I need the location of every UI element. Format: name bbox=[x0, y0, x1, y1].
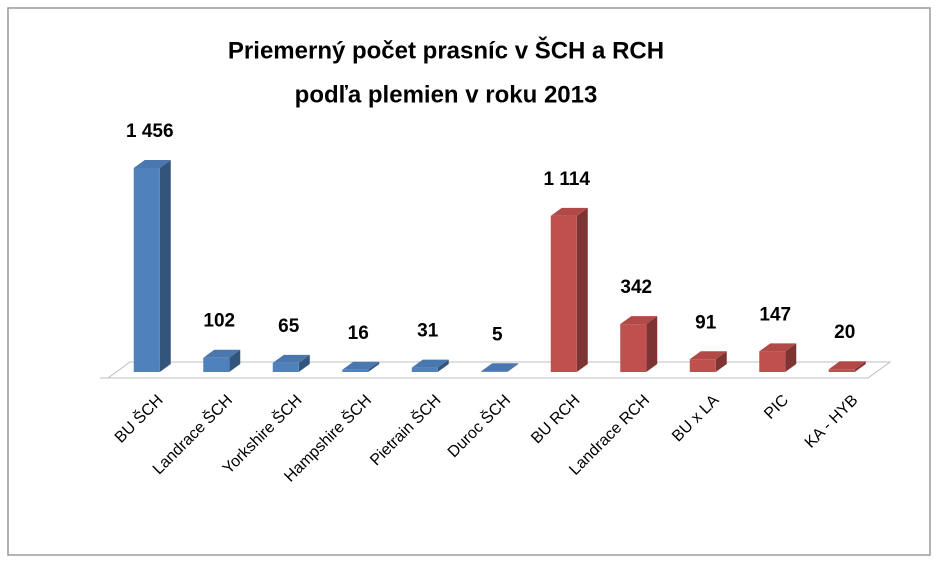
bar-top bbox=[620, 316, 658, 325]
value-label: 102 bbox=[203, 311, 235, 332]
value-label: 16 bbox=[348, 323, 369, 344]
value-label: 5 bbox=[492, 324, 503, 345]
bar-front bbox=[342, 369, 369, 372]
bar bbox=[689, 351, 727, 372]
bar-front bbox=[133, 168, 160, 372]
bar-top bbox=[550, 207, 588, 216]
value-label: 91 bbox=[695, 312, 717, 333]
bar-top bbox=[828, 361, 866, 370]
bar-side bbox=[159, 160, 171, 372]
bar bbox=[342, 361, 380, 372]
bar-side bbox=[576, 207, 588, 372]
bar-top bbox=[133, 160, 171, 168]
value-label: 31 bbox=[417, 321, 439, 342]
value-label: 342 bbox=[620, 277, 652, 298]
bar-side bbox=[507, 363, 519, 372]
bar-side bbox=[715, 351, 727, 372]
bar-front bbox=[689, 359, 716, 372]
bar-front bbox=[828, 369, 855, 372]
bar-side bbox=[646, 316, 658, 372]
bar-front bbox=[411, 367, 438, 372]
bar-top bbox=[481, 363, 519, 372]
bar-top bbox=[411, 359, 449, 368]
bar bbox=[620, 316, 658, 372]
bar-top bbox=[203, 349, 241, 358]
bar-front bbox=[481, 371, 508, 372]
bar-side bbox=[785, 343, 797, 372]
bar bbox=[133, 160, 171, 372]
bar-side bbox=[229, 349, 241, 372]
bar-top bbox=[759, 343, 797, 352]
bar-top bbox=[342, 361, 380, 370]
chart-title: Priemerný počet prasníc v ŠCH a RCH bbox=[228, 36, 664, 64]
bar bbox=[411, 359, 449, 372]
bar bbox=[550, 207, 588, 372]
chart-title: podľa plemien v roku 2013 bbox=[295, 81, 598, 108]
bar bbox=[272, 354, 310, 372]
bar-side bbox=[368, 361, 380, 372]
bar-side bbox=[854, 361, 866, 372]
bar-side bbox=[437, 359, 449, 372]
bar-front bbox=[272, 362, 299, 372]
bar-top bbox=[272, 354, 310, 363]
bar bbox=[759, 343, 797, 372]
value-label: 65 bbox=[278, 316, 300, 337]
value-label: 20 bbox=[834, 322, 855, 343]
bar bbox=[203, 349, 241, 372]
bar-front bbox=[203, 357, 230, 372]
value-label: 147 bbox=[759, 304, 791, 325]
bar-top bbox=[689, 351, 727, 360]
bar bbox=[828, 361, 866, 372]
bar-front bbox=[620, 324, 647, 372]
value-label: 1 114 bbox=[544, 169, 591, 190]
bar-front bbox=[759, 351, 786, 372]
value-label: 1 456 bbox=[126, 121, 174, 142]
bar bbox=[481, 363, 519, 372]
bar-front bbox=[550, 215, 577, 372]
bar-side bbox=[298, 354, 310, 372]
